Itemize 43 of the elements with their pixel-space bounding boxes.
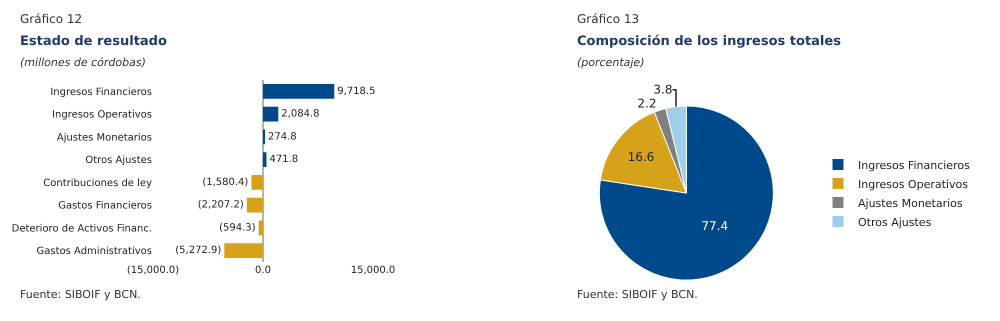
- legend-label: Ingresos Financieros: [858, 158, 970, 172]
- data-label: (1,580.4): [202, 176, 248, 188]
- y-tick-label: Contribuciones de ley: [43, 178, 152, 189]
- data-label: 2,084.8: [281, 108, 320, 120]
- text: Gráfico 13: [577, 12, 640, 26]
- bar: [263, 152, 266, 168]
- y-tick-label: Ingresos Financieros: [50, 86, 152, 98]
- data-label: 77.4: [701, 218, 728, 233]
- chart-title: Composición de los ingresos totales: [577, 34, 841, 49]
- y-tick-label: Gastos Financieros: [58, 200, 152, 212]
- x-tick-label: 0.0: [255, 265, 271, 276]
- data-label: 274.8: [268, 131, 297, 142]
- bar: [251, 174, 263, 190]
- bar: [263, 106, 278, 122]
- data-label: (5,272.9): [175, 245, 222, 256]
- legend-label: Otros Ajustes: [858, 216, 932, 229]
- data-label: (2,207.2): [198, 200, 244, 211]
- chart-subtitle: (porcentaje): [577, 56, 644, 69]
- y-tick-label: Otros Ajustes: [85, 155, 152, 166]
- y-tick-label: Ingresos Operativos: [52, 110, 152, 121]
- source-note: Fuente: SIBOIF y BCN.: [20, 288, 141, 301]
- text: Gráfico 12: [20, 12, 82, 26]
- chart-subtitle: (millones de córdobas): [20, 56, 146, 69]
- legend-label: Ingresos Operativos: [858, 178, 968, 191]
- chart-title: Estado de resultado: [20, 34, 167, 49]
- source-note: Fuente: SIBOIF y BCN.: [577, 288, 698, 301]
- y-tick-label: Gastos Administrativos: [36, 246, 152, 258]
- data-label: 9,718.5: [337, 86, 376, 97]
- bar: [258, 220, 263, 236]
- data-label: 471.8: [269, 154, 298, 166]
- x-tick-label: 15,000.0: [350, 265, 396, 276]
- legend-label: Ajustes Monetarios: [858, 196, 963, 210]
- data-label: (594.3): [219, 222, 256, 234]
- pie-slice: [598, 106, 774, 280]
- x-tick-label: (15,000.0): [126, 265, 180, 276]
- data-label: 2.2: [637, 96, 657, 111]
- bar: [263, 84, 334, 99]
- y-tick-label: Ajustes Monetarios: [56, 132, 152, 144]
- bar: [246, 198, 263, 213]
- bar: [224, 243, 263, 258]
- data-label: 16.6: [628, 150, 654, 164]
- y-tick-label: Deterioro de Activos Financ.: [12, 223, 152, 234]
- data-label: 3.8: [653, 82, 673, 97]
